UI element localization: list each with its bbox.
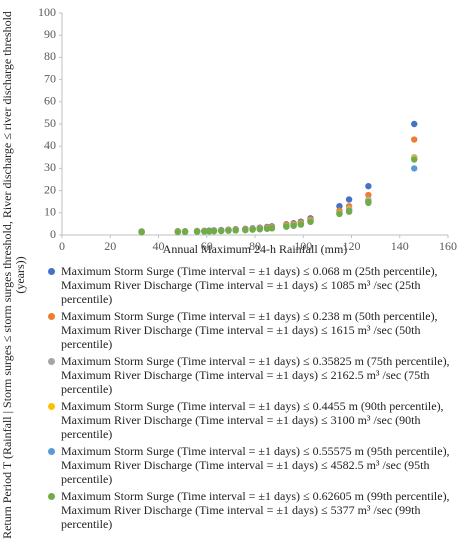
legend-label: Maximum Storm Surge (Time interval = ±1 …: [61, 489, 450, 531]
x-tick-label: 140: [391, 239, 409, 253]
y-tick-label: 20: [44, 182, 56, 196]
legend-entry: Maximum Storm Surge (Time interval = ±1 …: [48, 399, 468, 441]
point: [268, 225, 276, 232]
y-tick-label: 50: [44, 116, 56, 130]
point: [411, 165, 418, 172]
point: [411, 156, 418, 163]
legend-marker: [48, 313, 55, 320]
point: [181, 228, 189, 236]
legend-marker: [48, 268, 55, 275]
x-tick-label: 160: [439, 239, 457, 253]
point: [283, 223, 290, 230]
y-tick-label: 30: [44, 160, 56, 174]
point: [249, 226, 256, 233]
point: [365, 191, 372, 199]
point: [242, 226, 249, 234]
y-tick-label: 60: [44, 94, 56, 108]
point: [411, 136, 418, 143]
legend-entry: Maximum Storm Surge (Time interval = ±1 …: [48, 309, 468, 351]
x-tick-label: 60: [201, 239, 213, 253]
y-tick-label: 80: [44, 49, 56, 63]
legend-label: Maximum Storm Surge (Time interval = ±1 …: [61, 354, 450, 396]
y-tick-label: 40: [44, 138, 56, 152]
legend-entry: Maximum Storm Surge (Time interval = ±1 …: [48, 444, 468, 486]
legend: Maximum Storm Surge (Time interval = ±1 …: [48, 264, 468, 534]
y-tick-label: 0: [50, 227, 56, 241]
legend-label: Maximum Storm Surge (Time interval = ±1 …: [61, 309, 438, 351]
point: [205, 228, 213, 235]
point: [232, 227, 239, 234]
y-tick-label: 90: [44, 27, 56, 41]
point: [210, 228, 218, 235]
x-tick-label: 0: [59, 239, 65, 253]
chart: Annual Maximum 24-h Rainfall (mm) 0 10 20 3…: [38, 5, 457, 256]
point: [345, 208, 353, 215]
point: [218, 227, 225, 235]
legend-label: Maximum Storm Surge (Time interval = ±1 …: [61, 264, 438, 306]
point: [345, 196, 353, 203]
point: [336, 202, 343, 210]
y-tick-label: 100: [38, 5, 56, 19]
legend-label: Maximum Storm Surge (Time interval = ±1 …: [61, 399, 444, 441]
legend-marker: [48, 448, 55, 455]
point: [263, 225, 271, 232]
legend-marker: [48, 493, 55, 500]
point: [297, 221, 305, 228]
y-axis-label: Return Period T (Rainfall | Storm surges…: [0, 11, 27, 539]
point: [193, 228, 201, 235]
point: [174, 228, 181, 236]
x-tick-label: 100: [294, 239, 312, 253]
point: [138, 228, 145, 236]
legend-marker: [48, 403, 55, 410]
point: [256, 226, 264, 233]
point: [290, 222, 297, 229]
y-tick-label: 10: [44, 205, 56, 219]
point: [307, 218, 314, 225]
point: [336, 210, 343, 218]
x-tick-label: 20: [104, 239, 116, 253]
legend-entry: Maximum Storm Surge (Time interval = ±1 …: [48, 489, 468, 531]
y-tick-label: 70: [44, 71, 56, 85]
point: [411, 120, 418, 128]
legend-marker: [48, 358, 55, 365]
legend-label: Maximum Storm Surge (Time interval = ±1 …: [61, 444, 450, 486]
point: [365, 182, 372, 190]
point: [201, 228, 208, 235]
point: [365, 199, 372, 207]
legend-entry: Maximum Storm Surge (Time interval = ±1 …: [48, 354, 468, 396]
x-axis-label: Annual Maximum 24-h Rainfall (mm): [163, 242, 348, 256]
x-tick-label: 80: [249, 239, 261, 253]
x-tick-label: 120: [343, 239, 361, 253]
legend-entry: Maximum Storm Surge (Time interval = ±1 …: [48, 264, 468, 306]
x-tick-label: 40: [153, 239, 165, 253]
point: [225, 227, 232, 234]
